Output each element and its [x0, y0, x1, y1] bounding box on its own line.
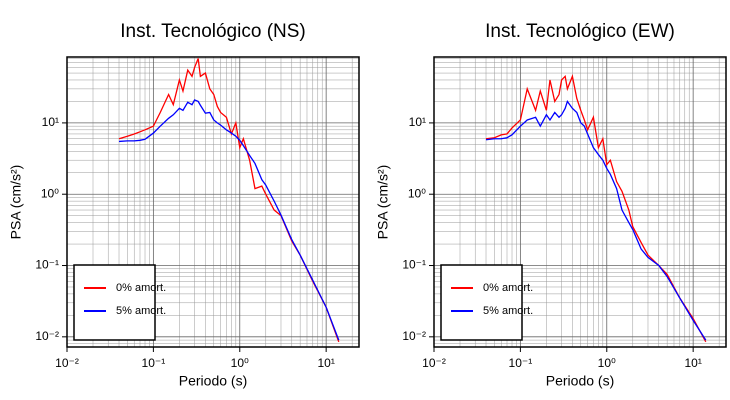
x-tick-label: 10¹ [684, 356, 701, 370]
legend-label: 0% amort. [116, 282, 166, 294]
plot-frame [66, 56, 360, 348]
y-tick-label: 10¹ [42, 115, 59, 129]
y-tick-label: 10¹ [409, 115, 426, 129]
y-axis-label: PSA (cm/s²) [375, 165, 391, 240]
legend-label: 5% amort. [483, 305, 533, 317]
x-tick-label: 10¹ [317, 356, 334, 370]
series-line [485, 74, 707, 343]
panel: 10⁻² 10⁻¹ 10⁰ 10¹ 10⁻² 10⁻¹ 10⁰ 10¹ Inst. Tecnol… [8, 21, 360, 389]
chart-title: Inst. Tecnológico (NS) [120, 21, 306, 42]
y-tick-label: 10⁰ [408, 186, 426, 200]
x-tick-label: 10⁻² [55, 356, 79, 370]
x-tick-label: 10⁻¹ [509, 356, 533, 370]
legend-label: 0% amort. [483, 282, 533, 294]
x-tick-label: 10⁻¹ [142, 356, 166, 370]
y-tick-label: 10⁻¹ [402, 258, 426, 272]
y-tick-label: 10⁰ [41, 186, 59, 200]
panel: 10⁻² 10⁻¹ 10⁰ 10¹ 10⁻² 10⁻¹ 10⁰ 10¹ Inst. Tecnol… [375, 21, 727, 389]
x-tick-label: 10⁰ [231, 356, 249, 370]
series-line [118, 58, 340, 343]
series-line [118, 99, 340, 341]
legend-box [440, 264, 523, 341]
series-line [485, 100, 707, 341]
plot-frame [433, 56, 727, 348]
legend-box [73, 264, 156, 341]
x-tick-label: 10⁻² [422, 356, 446, 370]
x-axis-label: Periodo (s) [546, 373, 614, 389]
chart-title: Inst. Tecnológico (EW) [485, 21, 675, 42]
y-tick-label: 10⁻² [35, 329, 59, 343]
y-axis-label: PSA (cm/s²) [8, 165, 24, 240]
x-axis-label: Periodo (s) [179, 373, 247, 389]
y-tick-label: 10⁻² [402, 329, 426, 343]
legend-label: 5% amort. [116, 305, 166, 317]
y-tick-label: 10⁻¹ [35, 258, 59, 272]
x-tick-label: 10⁰ [598, 356, 616, 370]
